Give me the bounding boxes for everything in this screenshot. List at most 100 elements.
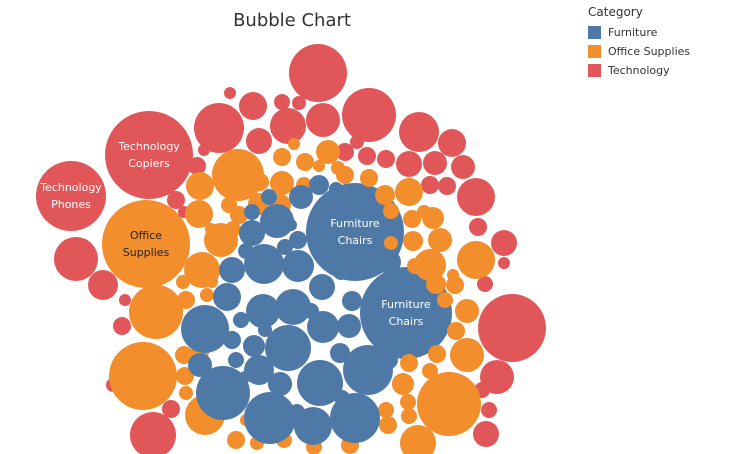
bubble-technology[interactable] — [54, 237, 98, 281]
bubble-technology[interactable] — [396, 151, 422, 177]
bubble-office-supplies[interactable] — [428, 228, 452, 252]
bubble-technology[interactable] — [274, 94, 290, 110]
bubble-technology[interactable] — [423, 151, 447, 175]
bubble-technology[interactable] — [478, 294, 546, 362]
bubble-furniture[interactable] — [289, 231, 307, 249]
bubble-office-supplies[interactable] — [455, 299, 479, 323]
bubble-office-supplies[interactable] — [251, 173, 269, 191]
bubble-furniture[interactable] — [244, 244, 284, 284]
bubble-furniture[interactable] — [261, 189, 277, 205]
bubble-furniture[interactable] — [228, 352, 244, 368]
bubble-technology[interactable] — [336, 143, 354, 161]
bubble-furniture[interactable] — [377, 250, 401, 274]
bubble-technology[interactable] — [224, 87, 236, 99]
bubble-office-supplies[interactable] — [316, 140, 340, 164]
bubble-furniture[interactable] — [309, 274, 335, 300]
bubble-furniture[interactable] — [309, 175, 329, 195]
bubble-technology[interactable] — [358, 147, 376, 165]
bubble-technology[interactable] — [438, 177, 456, 195]
bubble-furniture[interactable] — [275, 289, 311, 325]
bubble-technology[interactable] — [473, 421, 499, 447]
bubble-office-supplies[interactable] — [437, 292, 453, 308]
bubble-office-supplies[interactable] — [403, 210, 421, 228]
bubble-technology[interactable] — [239, 92, 267, 120]
bubble-technology[interactable] — [188, 157, 206, 175]
bubble-office-supplies[interactable] — [384, 236, 398, 250]
bubble-office-supplies[interactable] — [378, 402, 394, 418]
bubble-office-supplies[interactable] — [379, 416, 397, 434]
bubble-office-supplies[interactable] — [360, 169, 378, 187]
bubble-technology[interactable] — [477, 276, 493, 292]
bubble-office-supplies[interactable] — [331, 161, 345, 175]
bubble-office-supplies[interactable] — [400, 425, 436, 454]
bubble-office-supplies[interactable] — [417, 372, 481, 436]
bubble-office-supplies[interactable] — [414, 249, 446, 281]
bubble-office-supplies[interactable] — [400, 354, 418, 372]
bubble-technology[interactable] — [399, 112, 439, 152]
bubble-technology[interactable] — [88, 270, 118, 300]
bubble-technology[interactable] — [194, 103, 244, 153]
bubble-technology[interactable] — [119, 294, 131, 306]
bubble-furniture[interactable] — [244, 204, 260, 220]
bubble-office-supplies[interactable] — [375, 185, 395, 205]
bubble-technology[interactable] — [292, 96, 306, 110]
bubble-office-supplies[interactable] — [407, 258, 423, 274]
bubble-office-supplies[interactable] — [403, 231, 423, 251]
bubble-furniture[interactable] — [258, 323, 272, 337]
bubble-technology[interactable] — [438, 129, 466, 157]
bubble-technology[interactable] — [457, 178, 495, 216]
bubble-furniture[interactable] — [329, 182, 343, 196]
bubble-furniture[interactable] — [289, 185, 313, 209]
bubble-furniture[interactable] — [181, 305, 229, 353]
bubble-furniture[interactable] — [260, 204, 294, 238]
bubble-technology[interactable] — [342, 88, 396, 142]
bubble-furniture[interactable] — [246, 294, 280, 328]
bubble-office-supplies[interactable] — [288, 138, 300, 150]
bubble-technology[interactable] — [481, 402, 497, 418]
bubble-furniture[interactable] — [333, 264, 349, 280]
bubble-office-supplies[interactable] — [392, 373, 414, 395]
bubble-technology[interactable] — [377, 150, 395, 168]
bubble-furniture[interactable] — [239, 371, 251, 383]
bubble-technology[interactable] — [491, 230, 517, 256]
bubble-furniture[interactable] — [233, 312, 249, 328]
bubble-office-supplies[interactable] — [177, 291, 195, 309]
bubble-office-supplies[interactable] — [417, 205, 431, 219]
bubble-office-supplies[interactable] — [176, 275, 190, 289]
bubble-furniture[interactable] — [219, 257, 245, 283]
bubble-office-supplies[interactable] — [185, 200, 213, 228]
bubble-office-supplies[interactable] — [225, 221, 241, 237]
bubble-technology[interactable] — [421, 176, 439, 194]
bubble-furniture[interactable] — [342, 291, 362, 311]
bubble-furniture[interactable] — [285, 219, 297, 231]
bubble-furniture[interactable] — [239, 220, 265, 246]
bubble-furniture[interactable] — [196, 366, 250, 420]
bubble-office-supplies[interactable] — [200, 288, 214, 302]
bubble-office-supplies[interactable] — [205, 223, 217, 235]
bubble-office-supplies[interactable] — [446, 276, 464, 294]
bubble-technology[interactable] — [451, 155, 475, 179]
bubble-furniture[interactable] — [337, 314, 361, 338]
bubble-office-supplies[interactable] — [206, 276, 218, 288]
bubble-technology[interactable] — [198, 144, 210, 156]
bubble-technology[interactable] — [469, 218, 487, 236]
bubble-technology[interactable] — [167, 191, 185, 209]
bubble-furniture[interactable] — [268, 372, 292, 396]
bubble-office-supplies[interactable] — [422, 363, 438, 379]
bubble-furniture[interactable] — [289, 404, 305, 420]
bubble-office-supplies[interactable] — [109, 342, 177, 410]
bubble-furniture[interactable] — [244, 392, 296, 444]
bubble-technology[interactable] — [306, 103, 340, 137]
legend-item-technology[interactable]: Technology — [588, 61, 690, 80]
bubble-technology[interactable] — [498, 257, 510, 269]
bubble-furniture[interactable] — [282, 250, 314, 282]
bubble-office-supplies[interactable] — [102, 200, 190, 288]
bubble-furniture[interactable] — [244, 355, 274, 385]
bubble-technology[interactable] — [270, 108, 306, 144]
bubble-office-supplies[interactable] — [450, 338, 484, 372]
bubble-furniture[interactable] — [380, 351, 398, 369]
bubble-furniture[interactable] — [330, 343, 350, 363]
bubble-furniture[interactable] — [307, 311, 339, 343]
bubble-office-supplies[interactable] — [426, 274, 446, 294]
bubble-furniture[interactable] — [223, 331, 241, 349]
